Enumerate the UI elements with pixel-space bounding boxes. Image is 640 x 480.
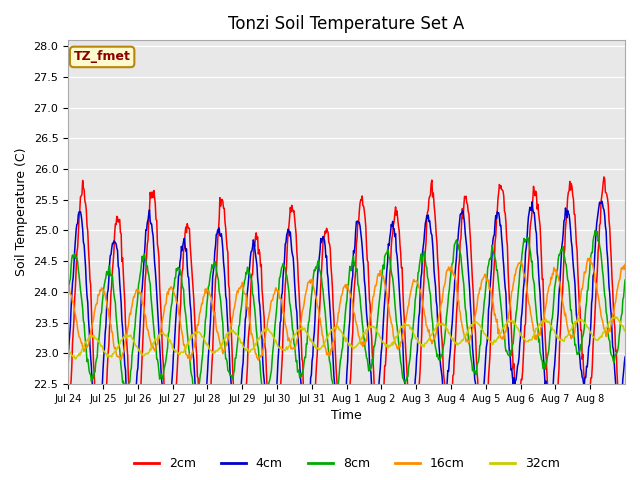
- Line: 8cm: 8cm: [68, 230, 625, 401]
- 8cm: [436, 358, 444, 363]
- 16cm: [405, 302, 413, 308]
- 16cm: [586, 255, 594, 261]
- 32cm: [405, 322, 413, 328]
- 4cm: [260, 370, 268, 376]
- 2cm: [232, 421, 240, 427]
- X-axis label: Time: Time: [332, 409, 362, 422]
- 4cm: [405, 417, 413, 422]
- Text: TZ_fmet: TZ_fmet: [74, 50, 131, 63]
- 32cm: [436, 321, 444, 326]
- 2cm: [405, 405, 413, 411]
- 2cm: [130, 442, 138, 447]
- 2cm: [436, 299, 444, 304]
- 32cm: [72, 356, 79, 362]
- 4cm: [267, 442, 275, 448]
- 4cm: [232, 417, 240, 422]
- Line: 32cm: 32cm: [68, 316, 625, 359]
- 4cm: [130, 419, 138, 425]
- 16cm: [64, 284, 72, 289]
- 32cm: [621, 328, 629, 334]
- 2cm: [64, 421, 72, 427]
- 2cm: [260, 307, 268, 312]
- Legend: 2cm, 4cm, 8cm, 16cm, 32cm: 2cm, 4cm, 8cm, 16cm, 32cm: [129, 452, 564, 475]
- 8cm: [232, 356, 240, 361]
- 8cm: [591, 228, 599, 233]
- 8cm: [64, 288, 72, 294]
- 2cm: [271, 471, 279, 477]
- 16cm: [621, 262, 629, 267]
- 4cm: [598, 198, 605, 204]
- 4cm: [436, 353, 444, 359]
- Line: 4cm: 4cm: [68, 201, 625, 445]
- 32cm: [233, 331, 241, 336]
- 8cm: [260, 394, 268, 399]
- 16cm: [232, 297, 240, 302]
- 16cm: [130, 294, 138, 300]
- 16cm: [260, 336, 268, 342]
- 16cm: [436, 309, 444, 315]
- 8cm: [282, 265, 289, 271]
- 8cm: [621, 277, 629, 283]
- 2cm: [282, 283, 289, 288]
- 2cm: [600, 174, 608, 180]
- 32cm: [260, 329, 268, 335]
- 8cm: [262, 398, 269, 404]
- Line: 2cm: 2cm: [68, 177, 625, 474]
- 2cm: [621, 404, 629, 410]
- 32cm: [64, 348, 72, 353]
- Title: Tonzi Soil Temperature Set A: Tonzi Soil Temperature Set A: [228, 15, 465, 33]
- 32cm: [131, 339, 138, 345]
- 8cm: [130, 342, 138, 348]
- Line: 16cm: 16cm: [68, 258, 625, 360]
- 16cm: [255, 357, 262, 363]
- Y-axis label: Soil Temperature (C): Soil Temperature (C): [15, 148, 28, 276]
- 8cm: [405, 364, 413, 370]
- 32cm: [282, 348, 289, 354]
- 32cm: [611, 313, 619, 319]
- 16cm: [282, 321, 289, 327]
- 4cm: [64, 362, 72, 368]
- 4cm: [621, 354, 629, 360]
- 4cm: [282, 241, 289, 247]
